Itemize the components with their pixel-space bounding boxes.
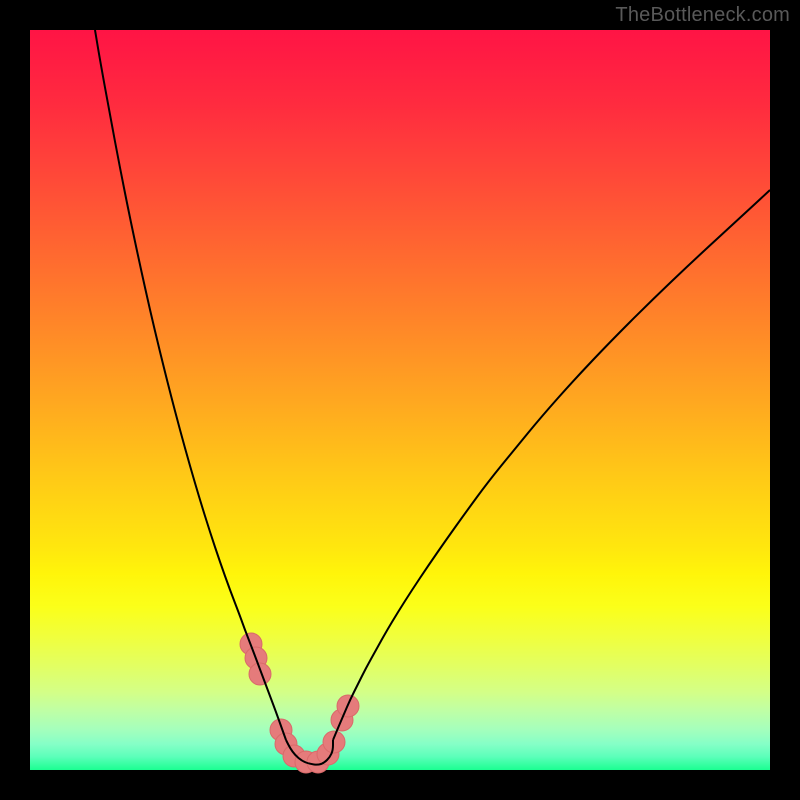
chart-root [0,0,800,800]
data-marker [249,663,271,685]
bottleneck-chart [0,0,800,800]
watermark-text: TheBottleneck.com [615,4,790,27]
plot-background [30,30,770,770]
